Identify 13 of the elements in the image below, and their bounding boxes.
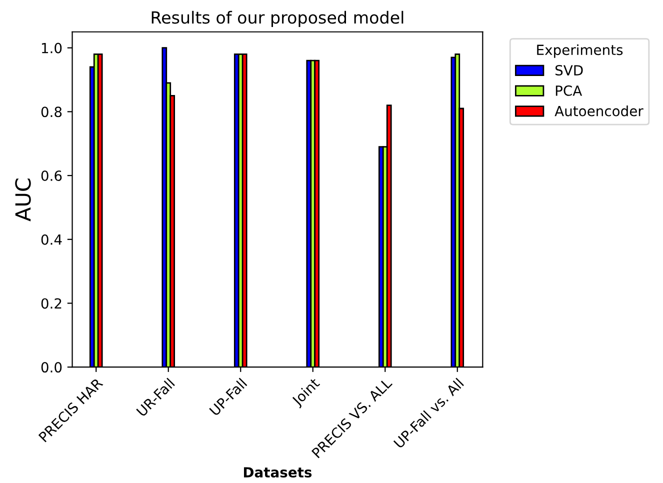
legend-label: Autoencoder — [554, 106, 644, 116]
y-tick-label: 0.4 — [41, 234, 62, 245]
x-axis-title: Datasets — [244, 467, 312, 478]
y-tick-label: 0.2 — [41, 298, 62, 309]
y-tick-label: 0.8 — [41, 106, 62, 118]
chart-title: Results of our proposed model — [152, 10, 404, 28]
legend-title: Experiments — [537, 44, 623, 58]
y-axis-title: AUC — [15, 178, 31, 222]
y-tick-label: 0.6 — [41, 170, 62, 182]
legend-label: SVD — [555, 65, 583, 76]
legend-label: PCA — [556, 85, 582, 96]
y-tick-label: 1.0 — [42, 42, 62, 54]
y-tick-label: 0.0 — [41, 362, 62, 373]
